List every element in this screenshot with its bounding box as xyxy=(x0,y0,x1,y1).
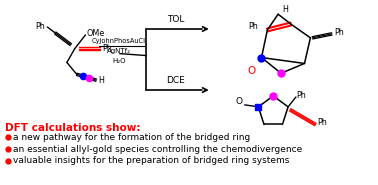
Text: Ph: Ph xyxy=(334,28,344,37)
Text: a new pathway for the formation of the bridged ring: a new pathway for the formation of the b… xyxy=(13,133,250,142)
Text: O: O xyxy=(236,97,243,106)
Text: Ph: Ph xyxy=(296,90,306,100)
Text: Ph: Ph xyxy=(248,21,257,31)
Text: H: H xyxy=(98,76,104,85)
Text: H₂O: H₂O xyxy=(112,58,125,65)
Text: valuable insights for the preparation of bridged ring systems: valuable insights for the preparation of… xyxy=(13,157,290,165)
Text: Ph: Ph xyxy=(318,117,327,127)
Text: CyJohnPhosAuCl: CyJohnPhosAuCl xyxy=(92,38,146,44)
Text: Ph: Ph xyxy=(36,23,45,31)
Text: an essential allyl-gold species controlling the chemodivergence: an essential allyl-gold species controll… xyxy=(13,145,302,154)
Text: H: H xyxy=(282,5,288,14)
Text: DFT calculations show:: DFT calculations show: xyxy=(5,122,141,132)
Text: OMe: OMe xyxy=(87,29,105,38)
Text: TOL: TOL xyxy=(167,15,184,24)
Text: AgNTf₂: AgNTf₂ xyxy=(107,48,131,54)
Text: DCE: DCE xyxy=(166,76,185,85)
Text: O: O xyxy=(248,66,256,76)
Text: Ph: Ph xyxy=(102,44,112,53)
